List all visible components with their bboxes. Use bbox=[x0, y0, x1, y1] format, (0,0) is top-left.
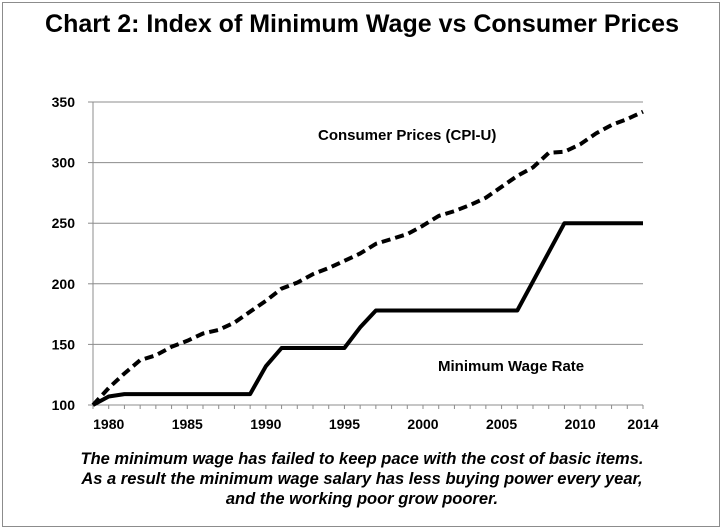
series-lines bbox=[91, 109, 644, 407]
x-tick-label: 2005 bbox=[486, 416, 517, 432]
x-tick-label: 1995 bbox=[329, 416, 360, 432]
y-tick-label: 200 bbox=[52, 276, 76, 292]
series-line-1 bbox=[92, 221, 643, 407]
chart-caption: The minimum wage has failed to keep pace… bbox=[0, 449, 724, 509]
axes: 100 150 200 250 300 350 1980 1985 1990 1995 2000 20… bbox=[52, 94, 659, 432]
x-tick-label: 1980 bbox=[93, 416, 124, 432]
y-tick-label: 300 bbox=[52, 155, 76, 171]
x-tick-label: 1985 bbox=[172, 416, 203, 432]
x-tick-label: 2010 bbox=[565, 416, 596, 432]
caption-line-1: The minimum wage has failed to keep pace… bbox=[80, 450, 644, 468]
x-tick-label: 2000 bbox=[407, 416, 438, 432]
series-line-0 bbox=[91, 109, 644, 407]
x-tick-label: 2014 bbox=[627, 416, 658, 432]
y-tick-label: 150 bbox=[52, 336, 76, 352]
series-label-1: Minimum Wage Rate bbox=[438, 358, 584, 375]
y-tick-label: 350 bbox=[52, 94, 76, 110]
x-tick-label: 1990 bbox=[250, 416, 281, 432]
y-tick-label: 100 bbox=[52, 397, 76, 413]
series-labels: Consumer Prices (CPI-U) Minimum Wage Rate bbox=[318, 127, 584, 375]
caption-line-2: As a result the minimum wage salary has … bbox=[81, 470, 643, 488]
chart-title: Chart 2: Index of Minimum Wage vs Consum… bbox=[45, 10, 679, 38]
series-label-0: Consumer Prices (CPI-U) bbox=[318, 127, 496, 144]
y-tick-label: 250 bbox=[52, 215, 76, 231]
caption-line-3: and the working poor grow poorer. bbox=[225, 490, 499, 508]
gridlines bbox=[93, 101, 643, 345]
